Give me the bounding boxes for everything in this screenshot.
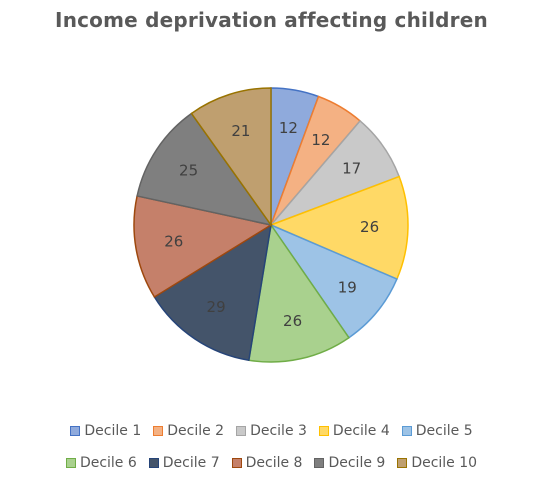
legend-item-decile-9: Decile 9 xyxy=(314,455,385,471)
pie-slice-decile-10 xyxy=(190,87,272,228)
legend-swatch-icon xyxy=(318,426,329,436)
data-label-decile-8: 26 xyxy=(164,233,183,251)
legend-swatch-icon xyxy=(236,426,247,436)
data-label-decile-9: 25 xyxy=(179,162,198,180)
legend-item-decile-5: Decile 5 xyxy=(401,423,473,439)
data-label-decile-5: 19 xyxy=(338,279,357,297)
data-label-decile-7: 29 xyxy=(207,298,226,316)
legend-label: Decile 5 xyxy=(415,423,473,439)
legend-swatch-icon xyxy=(148,458,159,468)
legend-label: Decile 8 xyxy=(245,455,303,471)
legend-item-decile-2: Decile 2 xyxy=(153,423,224,439)
legend-label: Decile 3 xyxy=(250,423,307,439)
legend-swatch-icon xyxy=(401,426,412,436)
data-label-decile-3: 17 xyxy=(342,159,361,177)
legend: Decile 1 Decile 2 Decile 3 Decile 4 Decile 5… xyxy=(0,415,543,479)
legend-swatch-icon xyxy=(397,458,408,468)
data-label-decile-10: 21 xyxy=(231,122,250,140)
chart-title: Income deprivation affecting children xyxy=(55,8,488,32)
pie-plot-area: 12 12 17 26 19 26 29 26 25 21 xyxy=(133,87,409,363)
pie-slice-decile-4 xyxy=(268,175,409,281)
legend-label: Decile 6 xyxy=(79,455,137,471)
legend-swatch-icon xyxy=(231,458,242,468)
pie-slice-decile-8 xyxy=(133,195,273,299)
legend-label: Decile 1 xyxy=(84,423,142,439)
data-label-decile-2: 12 xyxy=(311,131,330,149)
legend-label: Decile 7 xyxy=(162,455,220,471)
legend-item-decile-7: Decile 7 xyxy=(148,455,220,471)
legend-label: Decile 2 xyxy=(167,423,225,439)
legend-swatch-icon xyxy=(70,426,81,436)
legend-swatch-icon xyxy=(65,458,76,468)
legend-item-decile-4: Decile 4 xyxy=(318,423,390,439)
legend-label: Decile 4 xyxy=(332,423,390,439)
legend-swatch-icon xyxy=(314,458,325,468)
legend-label: Decile 10 xyxy=(411,455,478,471)
legend-label: Decile 9 xyxy=(328,455,386,471)
data-label-decile-6: 26 xyxy=(283,312,302,330)
data-label-decile-1: 12 xyxy=(279,119,298,137)
legend-swatch-icon xyxy=(153,426,164,436)
pie-slice-decile-7 xyxy=(153,223,273,362)
legend-row: Decile 6 Decile 7 Decile 8 Decile 9 Decile 1… xyxy=(0,447,543,479)
legend-item-decile-10: Decile 10 xyxy=(397,455,477,471)
pie-slice-decile-6 xyxy=(248,223,350,363)
pie-slice-decile-9 xyxy=(136,112,273,227)
data-label-decile-4: 26 xyxy=(360,218,379,236)
legend-item-decile-1: Decile 1 xyxy=(70,423,141,439)
legend-row: Decile 1 Decile 2 Decile 3 Decile 4 Decile 5 xyxy=(0,415,543,447)
legend-item-decile-6: Decile 6 xyxy=(65,455,137,471)
legend-item-decile-3: Decile 3 xyxy=(236,423,307,439)
legend-item-decile-8: Decile 8 xyxy=(231,455,303,471)
